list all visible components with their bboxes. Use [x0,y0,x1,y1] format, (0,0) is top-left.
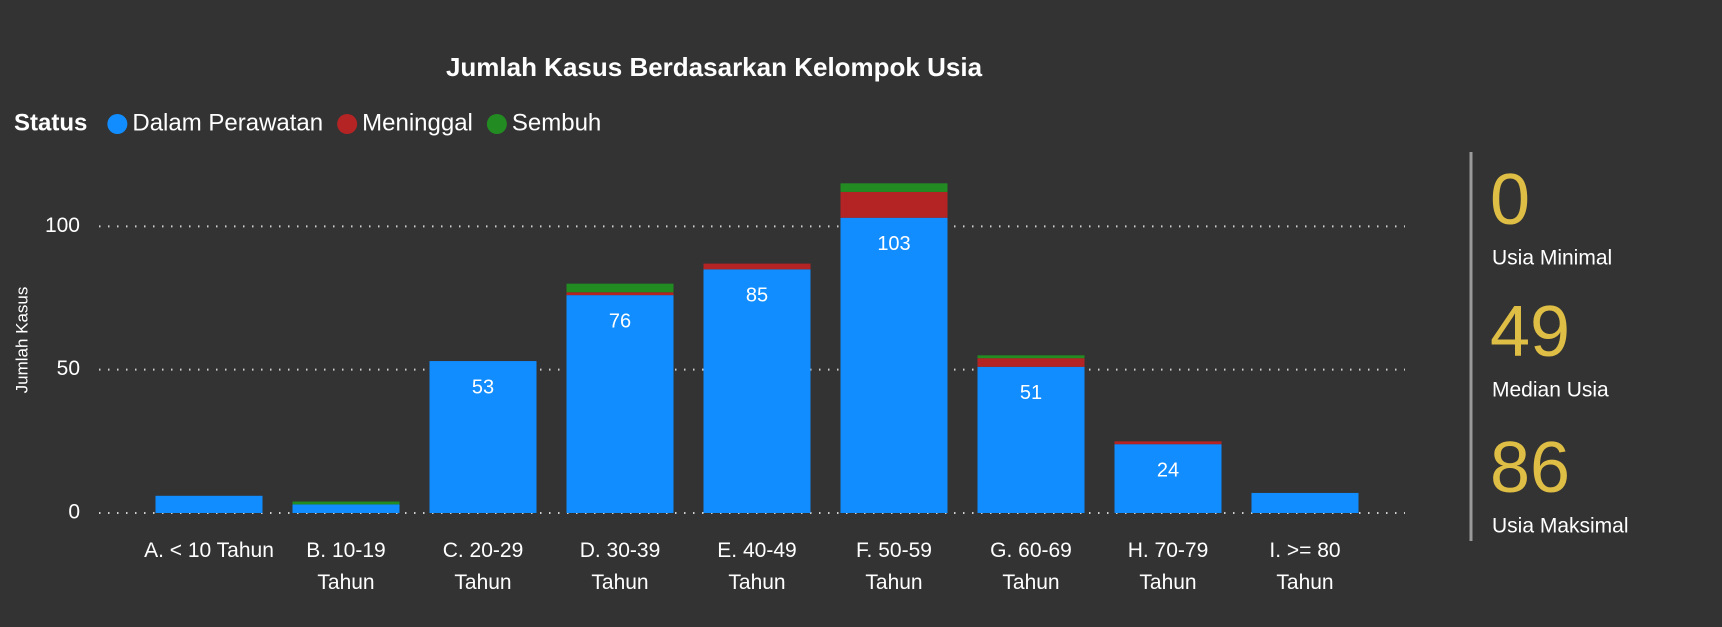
kpi-label: Usia Minimal [1492,247,1612,270]
y-axis-label: Jumlah Kasus [12,287,31,394]
legend-swatch [107,114,128,134]
kpi-value: 0 [1490,160,1530,240]
bar-segment [703,269,811,513]
legend-label: Dalam Perawatan [132,109,323,136]
x-tick-label: E. 40-49 Tahun [717,539,797,594]
bar-segment [292,501,400,505]
bar-segment [1114,444,1222,513]
bar-segment [977,355,1085,359]
kpi-value: 49 [1490,292,1570,372]
data-label: 53 [472,376,494,398]
x-tick-label: C. 20-29 Tahun [442,539,524,594]
legend-swatch [337,114,358,134]
kpi-value: 86 [1490,428,1570,508]
bar-segment [703,263,811,270]
bar-segment [1251,492,1359,513]
x-tick-label: G. 60-69 Tahun [990,539,1072,594]
data-label: 24 [1157,459,1179,481]
data-label: 103 [877,233,910,255]
kpi-label: Usia Maksimal [1492,515,1629,538]
bar-segment [429,361,537,513]
bar-segment [977,358,1085,367]
legend-label: Sembuh [512,109,601,136]
bar-segment [566,292,674,296]
legend-swatch [486,114,507,134]
y-tick-label: 100 [45,214,80,237]
chart-title: Jumlah Kasus Berdasarkan Kelompok Usia [446,52,983,82]
data-label: 76 [609,310,631,332]
x-tick-label: F. 50-59 Tahun [856,539,932,594]
x-tick-label: H. 70-79 Tahun [1127,539,1209,594]
bar-segment [840,191,948,218]
legend-label: Meninggal [362,109,473,136]
bar-segment [292,504,400,513]
bar-segment [840,183,948,192]
bar-segment [840,217,948,513]
data-label: 51 [1020,382,1042,404]
x-tick-label: A. < 10 Tahun [144,539,274,562]
bar-segment [155,495,263,513]
bar-segment [1114,441,1222,445]
legend-title: Status [14,109,87,136]
x-tick-label: B. 10-19 Tahun [306,539,386,594]
bar-segment [566,295,674,513]
x-tick-label: I. >= 80 Tahun [1269,539,1341,594]
bar-segment [566,283,674,293]
data-label: 85 [746,285,768,307]
y-tick-label: 0 [68,501,80,524]
y-tick-label: 50 [57,357,80,380]
bar-segment [977,366,1085,513]
x-tick-label: D. 30-39 Tahun [579,539,661,594]
kpi-label: Median Usia [1492,379,1609,402]
